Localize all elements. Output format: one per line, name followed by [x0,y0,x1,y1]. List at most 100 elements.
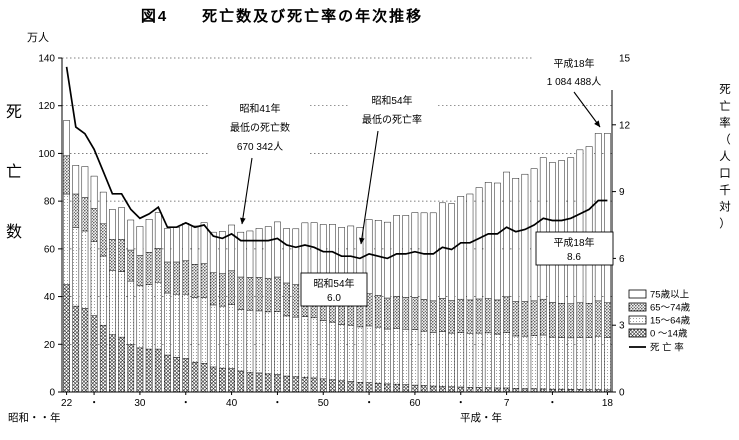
bar-segment-3 [228,224,235,272]
bar-segment-1 [594,335,602,390]
bar-segment-2 [539,298,547,336]
bar-segment-1 [604,337,611,391]
bar-segment-3 [576,149,584,303]
bar-segment-0 [200,363,208,393]
bar-segment-1 [191,297,199,363]
annotation-text: 昭和54年 [371,94,412,107]
bar-segment-1 [439,331,446,387]
legend: 75歳以上 65～74歳 15～64歳 0 ～14歳 死 亡 率 [628,289,691,354]
x-tick-label: ・ [456,398,466,409]
bar-segment-2 [411,297,419,330]
bar-segment-1 [219,305,226,369]
bar-segment-2 [448,300,455,334]
bar-segment-2 [136,255,144,287]
bar-segment-1 [145,284,153,350]
left-axis-unit: 万人 [27,31,49,44]
bar-segment-1 [63,193,70,285]
bar-segment-2 [90,208,98,242]
bar-segment-0 [530,388,538,393]
bar-segment-2 [237,276,245,310]
bar-segment-1 [228,304,235,369]
bar-segment-3 [475,187,483,300]
bar-segment-3 [374,220,382,296]
bar-segment-0 [393,383,400,393]
bar-segment-2 [145,252,153,285]
bar-segment-3 [292,228,300,285]
bar-segment-1 [301,316,309,378]
bar-segment-3 [72,165,80,195]
annotation-text: 昭和41年 [239,102,280,115]
bar-segment-0 [319,378,327,393]
bar-segment-0 [72,305,80,393]
bar-segment-3 [118,207,125,240]
bar-segment-2 [63,155,70,195]
bar-segment-3 [246,230,254,278]
vertical-label-char: ） [719,217,731,230]
bar-segment-3 [539,157,547,300]
bar-segment-2 [109,239,116,271]
bar-segment-2 [228,270,235,305]
x-tick-label: 40 [226,398,238,409]
bar-segment-0 [411,384,419,393]
x-tick-label: 22 [61,398,73,409]
bar-segment-2 [558,303,565,338]
legend-label-65-74: 65～74歳 [650,302,691,314]
bar-segment-1 [475,332,483,388]
bar-segment-2 [264,277,272,313]
bar-segment-0 [420,385,428,393]
bar-segment-3 [99,191,107,225]
bar-segment-2 [283,282,290,317]
bar-segment-1 [90,241,98,316]
left-tick-label: 40 [44,292,56,303]
bar-segment-0 [292,376,300,393]
bar-segment-2 [191,264,199,298]
bar-segment-1 [365,325,373,383]
bar-segment-0 [448,386,455,393]
bar-segment-1 [274,311,281,375]
bar-segment-2 [484,298,492,334]
bar-segment-3 [604,133,611,304]
bar-segment-0 [429,385,437,393]
callout-text: 昭和54年 [313,277,354,290]
x-tick-label: ・ [181,398,191,409]
annotation-arrow [573,91,601,128]
bar-segment-2 [549,302,556,338]
bar-segment-2 [594,300,602,337]
bar-segment-0 [228,368,235,393]
bar-segment-0 [145,348,153,393]
callout-text: 8.6 [567,252,581,263]
bar-segment-3 [411,212,419,298]
annotation-bg [350,92,436,129]
legend-swatch-75plus [628,289,647,299]
bar-segment-1 [530,335,538,389]
bar-segment-2 [567,303,575,339]
bar-segment-1 [72,227,80,307]
vertical-label-char: 死 [6,104,22,121]
bar-segment-3 [448,203,455,301]
bar-segment-3 [384,221,391,299]
bar-segment-0 [338,380,345,393]
bar-segment-0 [237,370,245,393]
vertical-label-char: 亡 [719,99,731,113]
left-tick-label: 80 [44,197,56,208]
legend-label-rate-line: 死 亡 率 [650,342,684,354]
bar-segment-2 [521,301,529,337]
bar-segment-3 [90,175,98,209]
bar-segment-0 [466,387,474,393]
right-tick-label: 9 [619,187,625,198]
bar-segment-0 [118,336,125,393]
legend-label-75plus: 75歳以上 [650,289,690,301]
bar-segment-2 [99,223,107,257]
vertical-label-char: 対 [719,200,731,214]
bar-segment-3 [439,202,446,299]
bar-segment-2 [402,297,410,330]
bar-segment-0 [264,373,272,393]
bar-segment-1 [539,334,547,390]
bar-segment-3 [283,228,290,284]
bar-segment-3 [494,182,501,301]
bar-segment-3 [402,215,410,298]
annotation-bg [210,100,310,154]
annotation-arrow [240,157,253,225]
bar-segment-1 [118,271,125,338]
bar-segment-1 [503,332,510,389]
